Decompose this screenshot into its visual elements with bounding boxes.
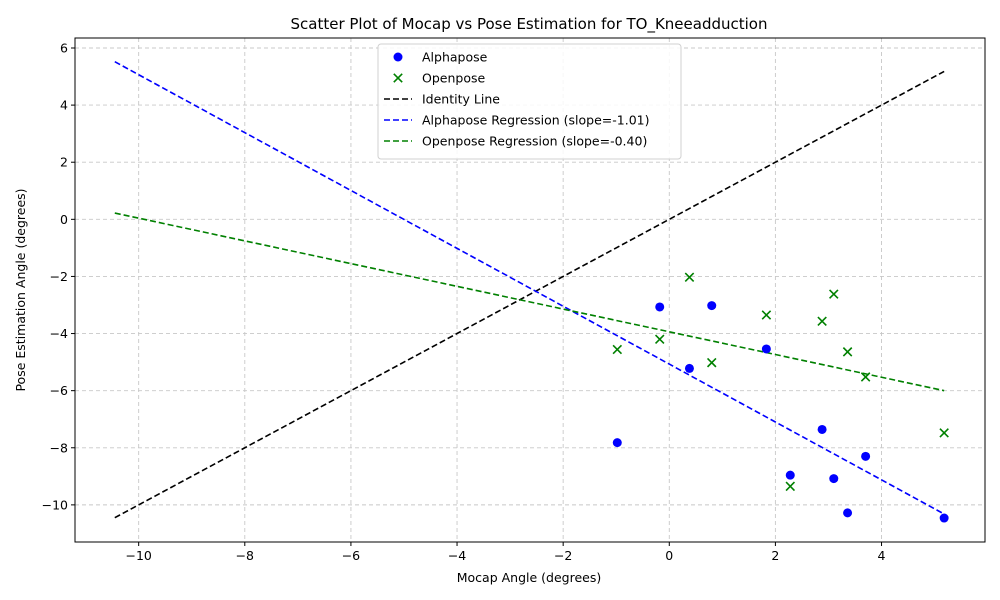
alphapose-point [612,438,622,448]
legend-label: Openpose [422,71,485,86]
y-tick-label: −10 [42,497,68,512]
y-tick-label: −4 [50,326,68,341]
alphapose-series [612,301,949,523]
alphapose-point [843,508,853,518]
x-tick-label: −8 [236,548,254,563]
x-tick-label: 0 [665,548,673,563]
identity-line-line [114,70,945,519]
alphapose-point [684,363,694,373]
legend: Alphapose Openpose Identity Line Alphapose … [377,43,682,160]
legend-marker [393,52,403,62]
x-tick-label: −10 [125,548,151,563]
legend-label: Identity Line [422,92,500,107]
openpose-point [842,347,853,357]
openpose-point [939,428,949,438]
alphapose-regression-slope-1-01-line [114,60,945,515]
y-tick-label: −8 [50,440,68,455]
legend-entry-openpose-regression-slope-0-40: Openpose Regression (slope=-0.40) [384,134,647,149]
legend-label: Openpose Regression (slope=-0.40) [422,134,647,149]
x-tick-label: −2 [554,548,572,563]
alphapose-point [655,302,665,312]
x-tick-label: −6 [342,548,360,563]
legend-entry-alphapose: Alphapose [393,50,488,65]
openpose-point [785,481,796,492]
y-tick-label: 0 [60,212,68,227]
x-tick-label: −4 [448,548,466,563]
y-tick-label: 6 [60,40,68,55]
x-axis-label: Mocap Angle (degrees) [457,570,602,585]
x-tick-label: 4 [878,548,886,563]
openpose-point [761,310,772,320]
legend-box [377,43,682,160]
axes-frame [74,37,986,543]
alphapose-point [785,470,795,480]
openpose-point [817,316,827,327]
y-tick-label: −6 [50,383,68,398]
alphapose-point [829,474,839,484]
plot-area [114,60,949,523]
alphapose-point [817,424,827,434]
alphapose-point [707,301,717,311]
alphapose-point [939,513,949,523]
legend-label: Alphapose [422,50,488,65]
legend-marker [393,73,403,83]
chart-title: Scatter Plot of Mocap vs Pose Estimation… [291,15,768,34]
legend-entry-openpose: Openpose [393,71,485,86]
alphapose-point [761,344,771,354]
y-tick-label: 4 [60,98,68,113]
y-tick-label: −2 [50,269,68,284]
openpose-point [654,334,665,345]
alphapose-point [861,451,871,461]
openpose-series [612,272,949,492]
openpose-point [860,372,871,382]
legend-entry-alphapose-regression-slope-1-01: Alphapose Regression (slope=-1.01) [384,113,649,128]
openpose-point [829,289,839,299]
legend-label: Alphapose Regression (slope=-1.01) [422,113,649,128]
x-axis-ticks: −10 −8 −6 −4 −2 0 2 4 [125,542,886,563]
y-axis-label: Pose Estimation Angle (degrees) [13,188,28,391]
openpose-regression-slope-0-40-line [114,212,945,392]
openpose-point [612,344,623,355]
legend-entry-identity-line: Identity Line [384,92,500,107]
openpose-point [706,357,717,368]
openpose-point [684,272,695,283]
y-tick-label: 2 [60,155,68,170]
x-tick-label: 2 [771,548,779,563]
y-axis-ticks: −10 −8 −6 −4 −2 0 2 4 6 [42,40,75,512]
